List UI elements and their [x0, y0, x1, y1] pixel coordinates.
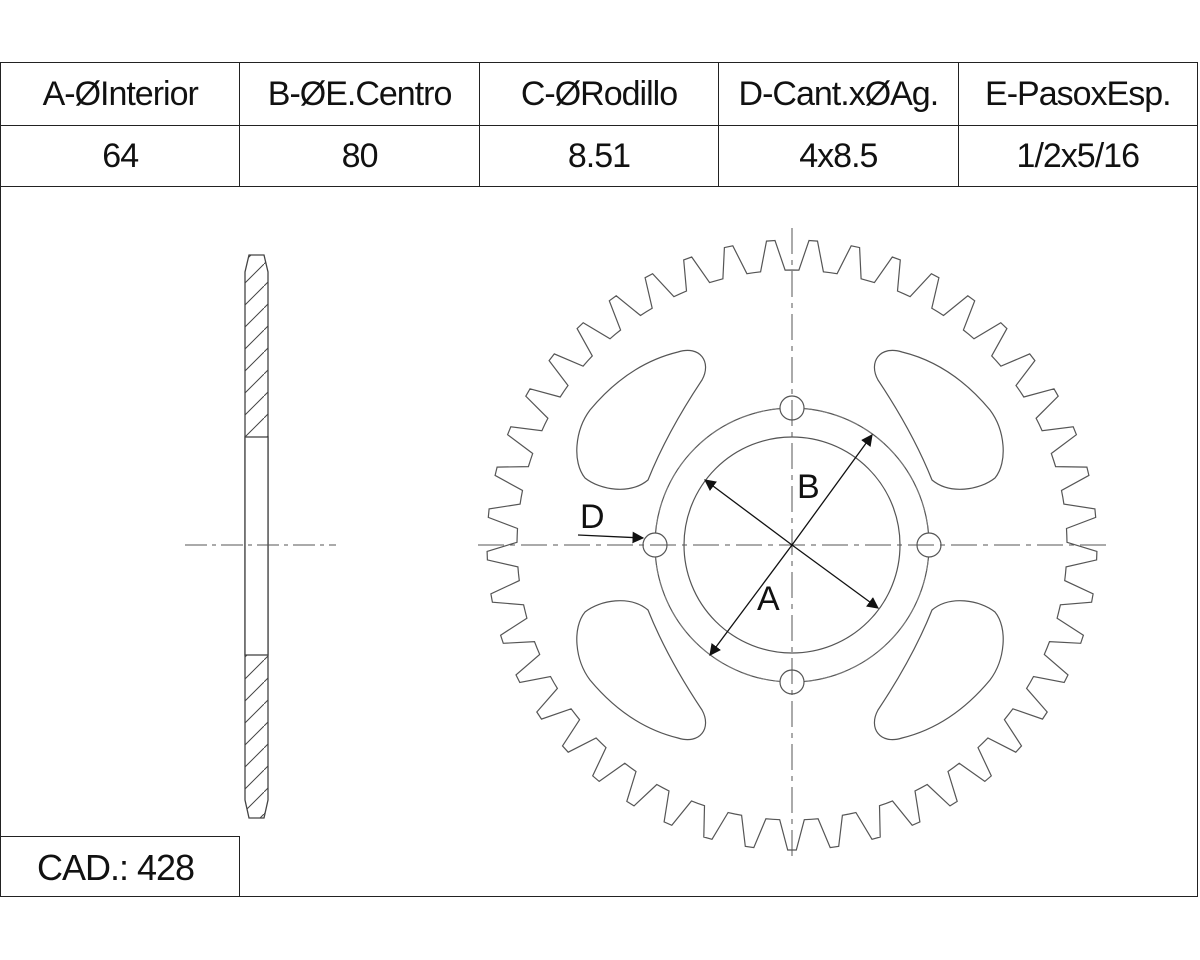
- dimension-b-arrow: [704, 479, 793, 546]
- front-view: A B D: [478, 228, 1108, 862]
- value-roller-diameter: 8.51: [478, 125, 720, 187]
- lightening-hole-top-right: [873, 349, 1004, 490]
- value-pitch-thickness: 1/2x5/16: [957, 125, 1199, 187]
- header-roller-diameter: C-ØRodillo: [478, 62, 720, 126]
- header-hole-count-diameter: D-Cant.xØAg.: [718, 62, 959, 126]
- dimension-d-leader: [577, 531, 645, 544]
- dimension-a-line: [709, 544, 793, 656]
- header-inner-diameter: A-ØInterior: [0, 62, 241, 126]
- label-a: A: [757, 580, 780, 618]
- lightening-hole-top-left: [576, 349, 707, 490]
- lightening-hole-bottom-right: [873, 600, 1004, 741]
- side-view-bore: [244, 436, 269, 656]
- spec-header-row: A-ØInterior B-ØE.Centro C-ØRodillo D-Can…: [0, 62, 1199, 126]
- value-bolt-circle: 80: [239, 125, 480, 187]
- value-inner-diameter: 64: [0, 125, 241, 187]
- header-bolt-circle: B-ØE.Centro: [239, 62, 480, 126]
- value-hole-count-diameter: 4x8.5: [718, 125, 959, 187]
- lightening-hole-bottom-left: [576, 600, 707, 741]
- spec-value-row: 64 80 8.51 4x8.5 1/2x5/16: [0, 125, 1199, 187]
- dimension-a-arrow: [791, 544, 879, 609]
- label-b: B: [797, 468, 820, 506]
- dimension-b-line: [791, 434, 873, 546]
- side-view: [185, 254, 336, 819]
- label-d: D: [580, 498, 605, 536]
- header-pitch-thickness: E-PasoxEsp.: [957, 62, 1199, 126]
- spec-table: A-ØInterior B-ØE.Centro C-ØRodillo D-Can…: [0, 62, 1199, 187]
- cad-chain-label: CAD.: 428: [0, 836, 240, 897]
